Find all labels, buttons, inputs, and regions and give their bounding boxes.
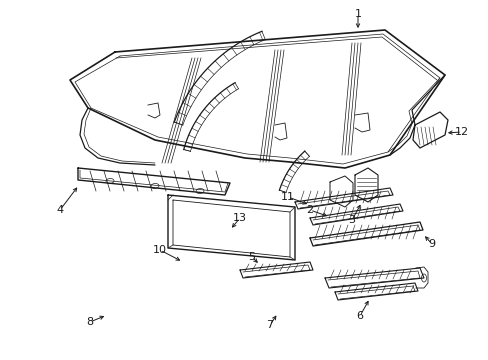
Text: 11: 11 [281, 192, 294, 202]
Text: 1: 1 [354, 9, 361, 19]
Text: 12: 12 [454, 127, 468, 137]
Text: 9: 9 [427, 239, 435, 249]
Text: 10: 10 [153, 245, 167, 255]
Text: 4: 4 [56, 205, 63, 215]
Text: 5: 5 [248, 252, 255, 262]
Text: 6: 6 [356, 311, 363, 321]
Text: 13: 13 [232, 213, 246, 223]
Text: 2: 2 [306, 205, 313, 215]
Text: 7: 7 [266, 320, 273, 330]
Text: 8: 8 [86, 317, 93, 327]
Text: 3: 3 [348, 215, 355, 225]
